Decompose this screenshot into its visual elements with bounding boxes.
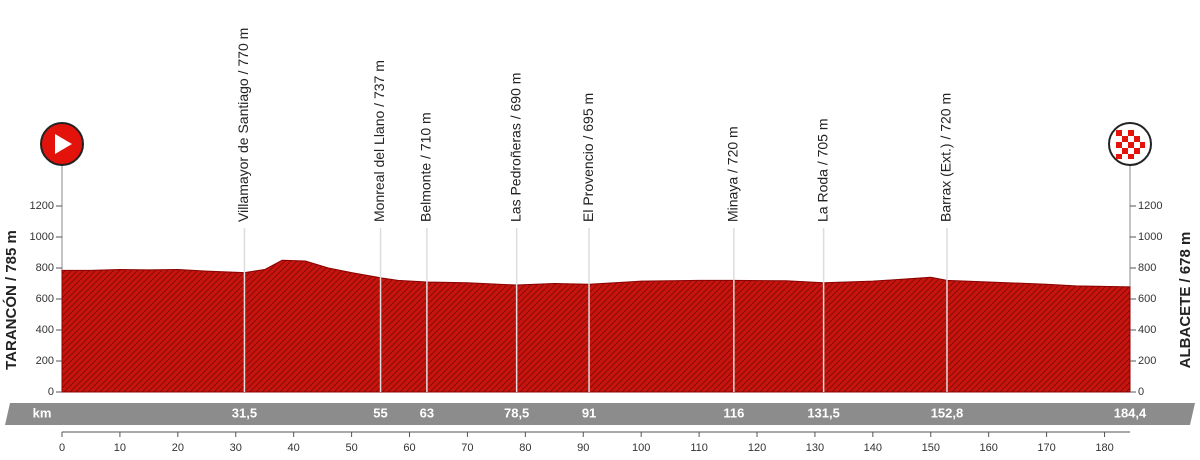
x-tick-label: 80 <box>519 442 531 454</box>
x-tick-label: 20 <box>172 442 184 454</box>
waypoint-name: Belmonte / 710 m <box>418 112 434 222</box>
x-tick-label: 140 <box>864 442 882 454</box>
km-label: km <box>33 405 52 420</box>
y-tick-label: 200 <box>36 355 54 367</box>
x-tick-label: 50 <box>345 442 357 454</box>
finish-icon <box>1108 122 1152 392</box>
waypoint-km: 184,4 <box>1114 405 1147 420</box>
waypoint-name: Monreal del Llano / 737 m <box>371 60 387 222</box>
x-tick-label: 70 <box>461 442 473 454</box>
waypoint-km: 131,5 <box>807 405 840 420</box>
x-tick-label: 30 <box>230 442 242 454</box>
y-tick-label: 1000 <box>30 231 54 243</box>
y2-tick-label: 200 <box>1138 355 1156 367</box>
y-tick-label: 600 <box>36 293 54 305</box>
x-tick-label: 170 <box>1037 442 1055 454</box>
y-tick-label: 0 <box>48 386 54 398</box>
finish-label: ALBACETE / 678 m <box>1177 232 1194 369</box>
y2-tick-label: 0 <box>1138 386 1144 398</box>
waypoint-km: 31,5 <box>232 405 257 420</box>
x-tick-label: 130 <box>806 442 824 454</box>
waypoint-name: Las Pedroñeras / 690 m <box>507 73 523 222</box>
x-tick-label: 120 <box>748 442 766 454</box>
x-tick-label: 10 <box>114 442 126 454</box>
x-tick-label: 60 <box>403 442 415 454</box>
waypoint-km: 152,8 <box>931 405 964 420</box>
waypoint-km: 91 <box>582 405 596 420</box>
x-tick-label: 40 <box>288 442 300 454</box>
waypoint-name: Villamayor de Santiago / 770 m <box>235 28 251 222</box>
y2-tick-label: 1000 <box>1138 231 1162 243</box>
waypoint-km: 116 <box>723 405 744 420</box>
elevation-area <box>61 259 1131 393</box>
x-tick-label: 160 <box>980 442 998 454</box>
start-label: TARANCÓN / 785 m <box>2 230 20 370</box>
y-tick-label: 1200 <box>30 200 54 212</box>
waypoint-km: 63 <box>420 405 434 420</box>
waypoint-km: 78,5 <box>504 405 529 420</box>
y-tick-label: 400 <box>36 324 54 336</box>
km-band <box>5 403 1195 425</box>
x-tick-label: 90 <box>577 442 589 454</box>
waypoint-name: La Roda / 705 m <box>814 118 830 222</box>
waypoint-name: Minaya / 720 m <box>725 126 741 222</box>
waypoint-name: Barrax (Ext.) / 720 m <box>938 93 954 222</box>
y2-tick-label: 600 <box>1138 293 1156 305</box>
waypoint-km: 55 <box>373 405 387 420</box>
y-tick-label: 800 <box>36 262 54 274</box>
y2-tick-label: 1200 <box>1138 200 1162 212</box>
waypoint-name: El Provencio / 695 m <box>580 93 596 222</box>
x-tick-label: 150 <box>922 442 940 454</box>
x-tick-label: 110 <box>690 442 708 454</box>
x-tick-label: 100 <box>632 442 650 454</box>
y2-tick-label: 800 <box>1138 262 1156 274</box>
x-tick-label: 180 <box>1095 442 1113 454</box>
x-tick-label: 0 <box>59 442 65 454</box>
y2-tick-label: 400 <box>1138 324 1156 336</box>
